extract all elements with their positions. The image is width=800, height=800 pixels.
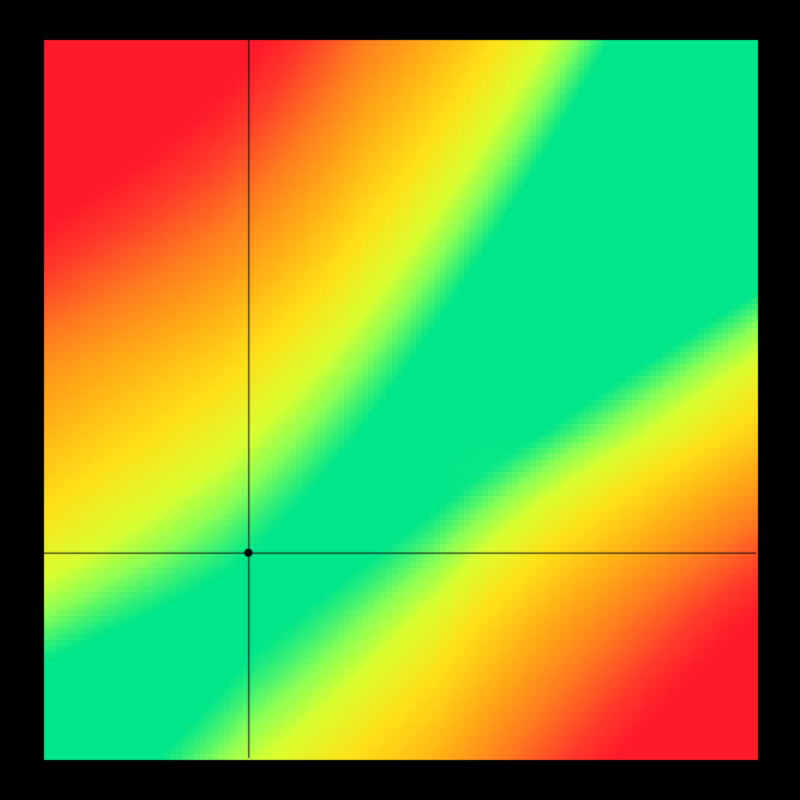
plot-wrap (0, 0, 800, 800)
chart-container: TheBottleneck.com (0, 0, 800, 800)
bottleneck-heatmap (0, 0, 800, 800)
